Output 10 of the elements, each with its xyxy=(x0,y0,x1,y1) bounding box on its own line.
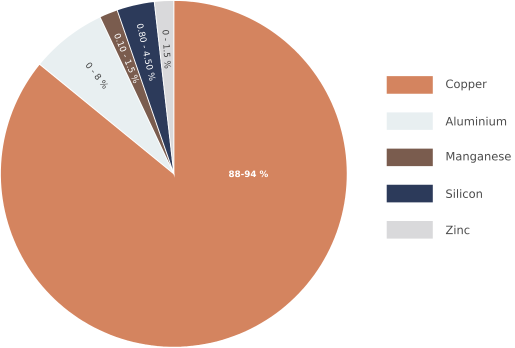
text: 0.10 - 1.5 % xyxy=(114,34,140,84)
legend-label: Manganese xyxy=(446,152,511,163)
legend-label: Zinc xyxy=(446,226,470,234)
legend-label: Silicon xyxy=(446,189,482,198)
text: 0 - 8 % xyxy=(86,62,108,89)
legend-label: Copper xyxy=(446,80,487,91)
text: 88-94 % xyxy=(229,170,268,178)
legend-label: Aluminium xyxy=(446,116,506,126)
text: 0.80 - 4.50 % xyxy=(137,24,156,81)
text: 0 - 1.5 % xyxy=(162,30,172,69)
